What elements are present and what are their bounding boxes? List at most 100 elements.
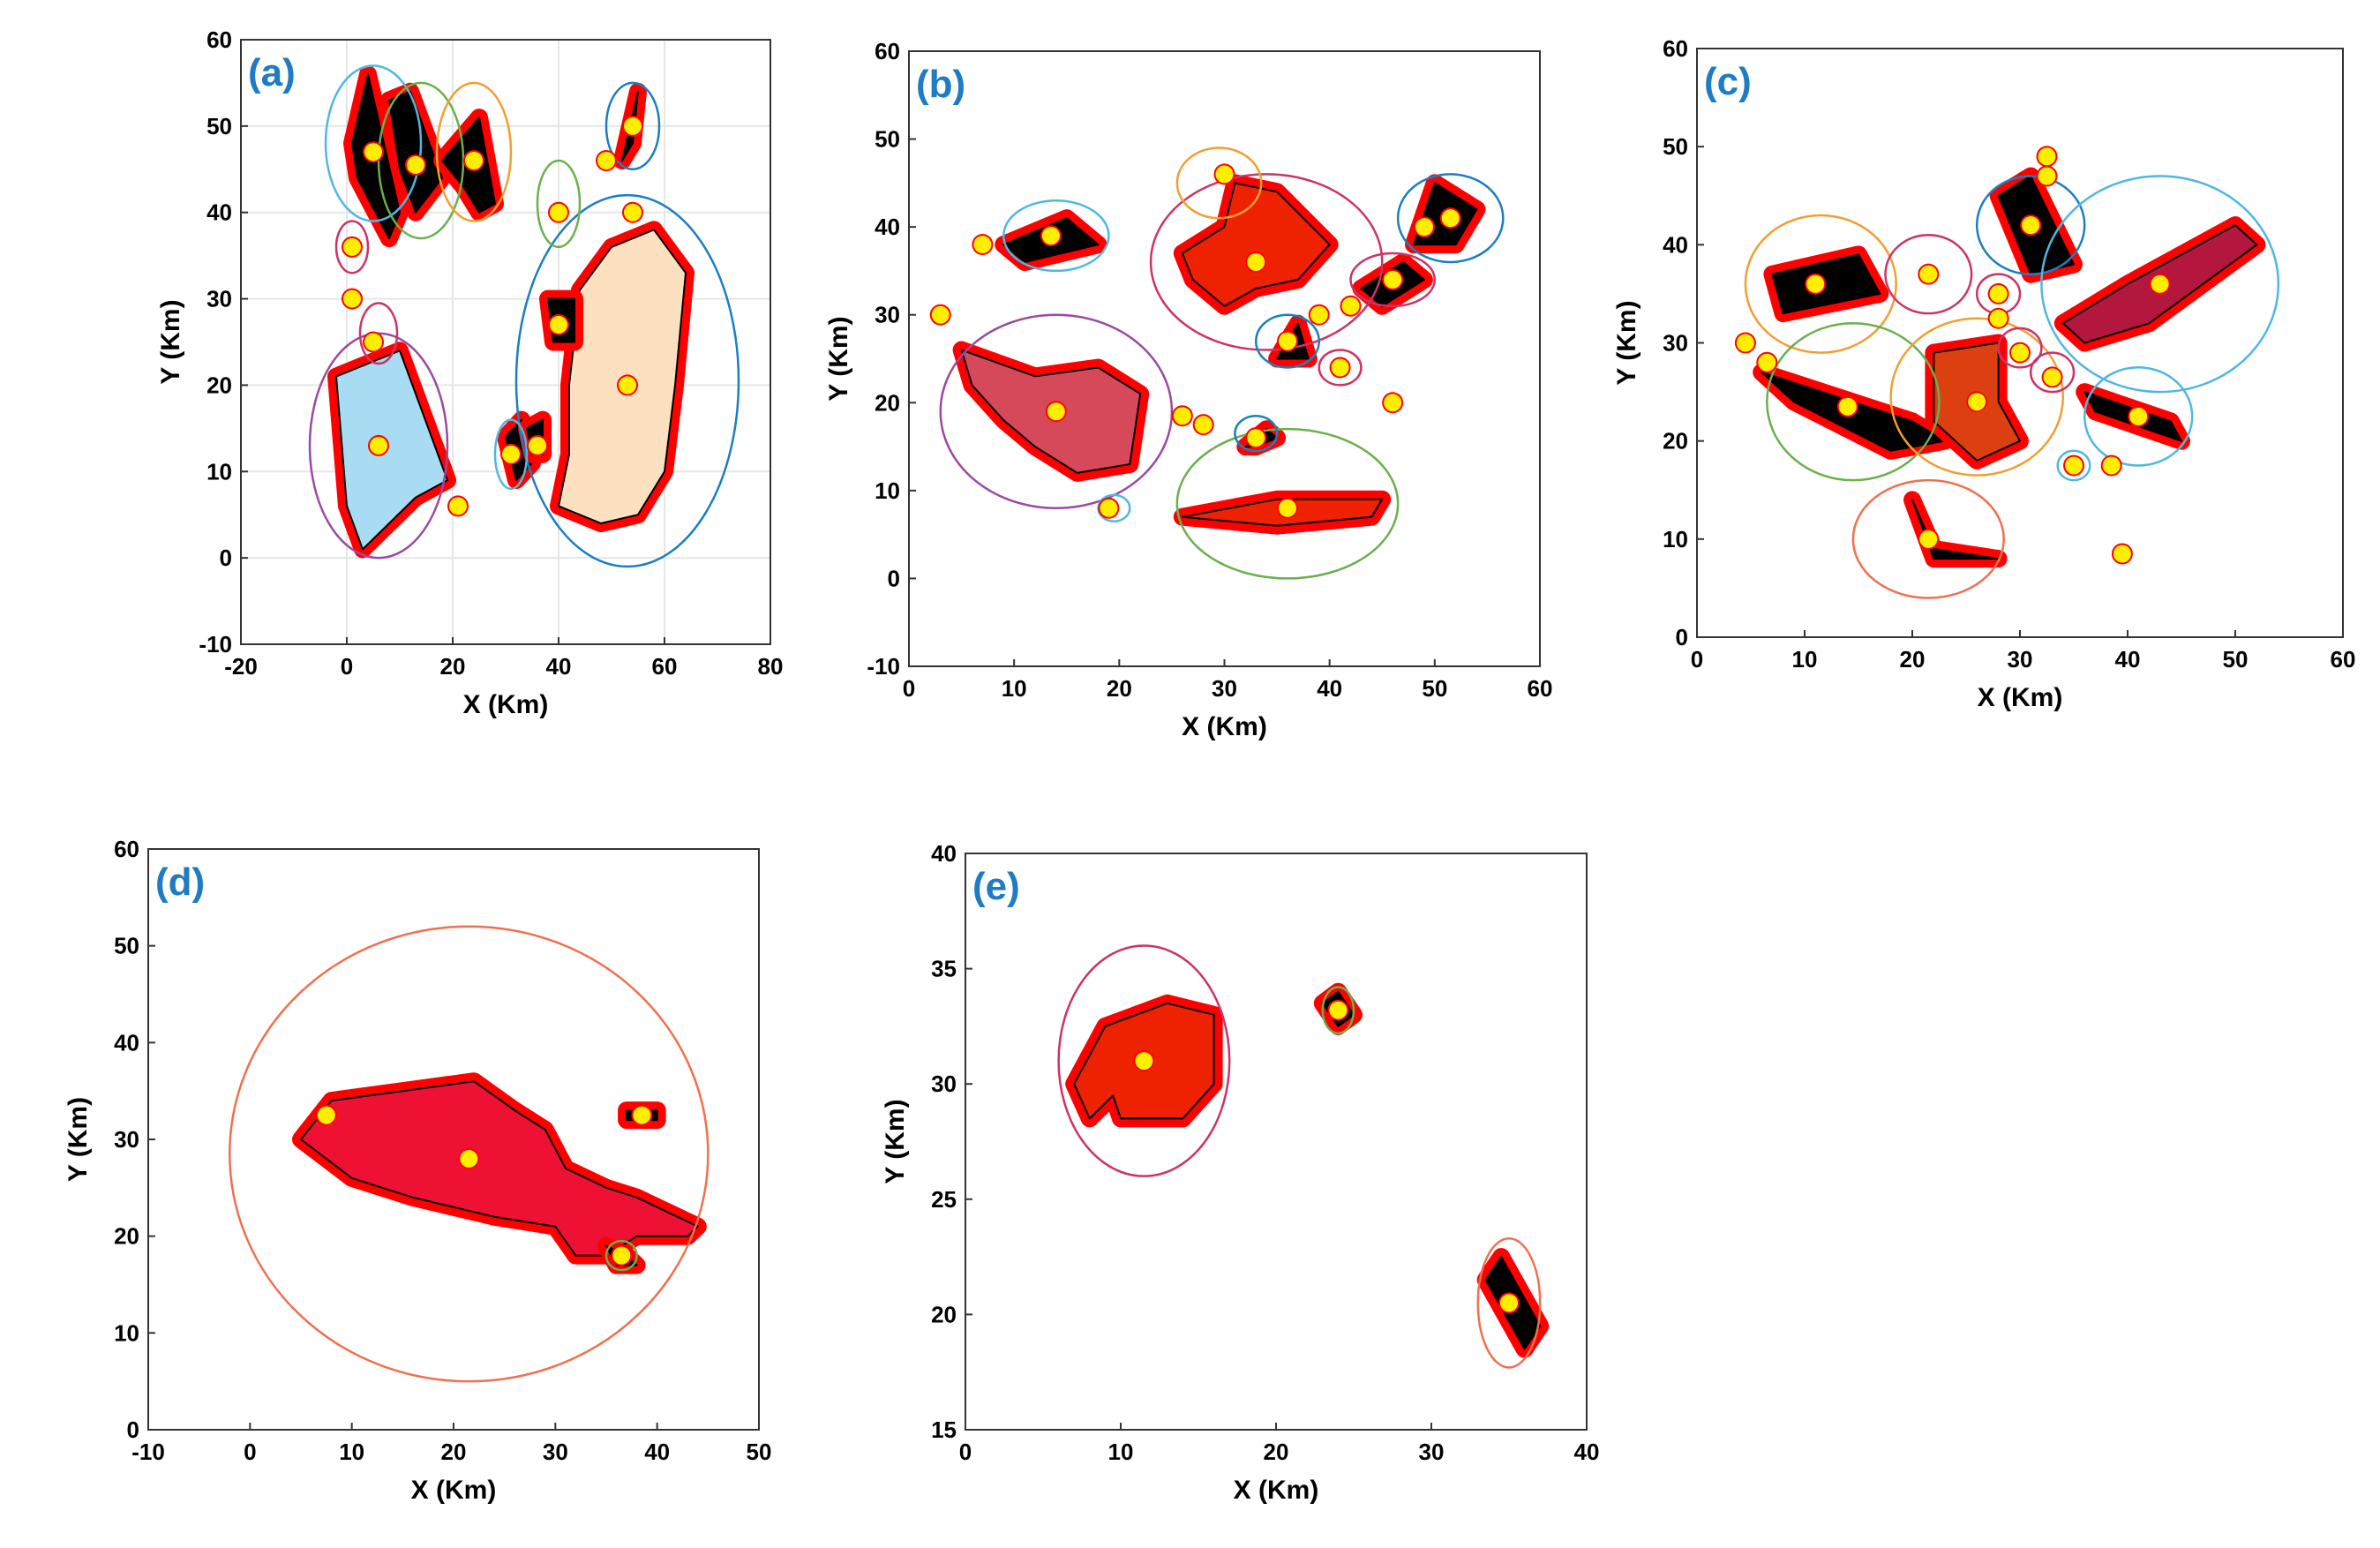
x-tick-label: 40 [1574, 1439, 1600, 1465]
data-layer [308, 64, 740, 568]
cluster-ellipse [1476, 1236, 1542, 1369]
x-tick-label: 30 [1419, 1439, 1445, 1465]
y-tick-label: 0 [888, 565, 900, 591]
y-tick-label: 30 [206, 286, 232, 312]
centroid-point [2043, 368, 2061, 387]
centroid-point [550, 315, 567, 334]
cluster-ellipse [1057, 944, 1231, 1177]
cluster-ellipse [1175, 147, 1263, 220]
y-axis-label: Y (Km) [824, 316, 853, 401]
x-axis-label: X (Km) [1234, 1476, 1319, 1505]
centroid-point [1919, 530, 1938, 548]
y-tick-label: 50 [875, 126, 900, 153]
cluster-ellipse [536, 159, 582, 249]
x-tick-label: 50 [747, 1439, 772, 1465]
x-tick-label: 40 [2115, 646, 2141, 673]
centroid-point [2011, 343, 2029, 362]
y-tick-label: 0 [220, 545, 232, 571]
cluster-ellipse [1255, 313, 1320, 369]
plot-area [965, 853, 1587, 1430]
centroid-point [407, 155, 424, 174]
x-tick-label: 10 [1108, 1439, 1134, 1465]
x-tick-label: 20 [440, 653, 466, 680]
centroid-point [317, 1106, 335, 1124]
centroid-point [370, 436, 387, 455]
centroid-point [343, 237, 361, 256]
centroid-point [2038, 147, 2056, 166]
centroid-point [1041, 227, 1060, 245]
x-tick-label: 50 [2223, 646, 2249, 673]
cluster-ellipse [2040, 175, 2280, 394]
centroid-point [624, 203, 642, 222]
y-tick-label: 40 [1663, 231, 1688, 258]
cluster-ellipse [1321, 986, 1355, 1034]
centroid-point [1989, 284, 2008, 303]
cluster-ellipse [334, 220, 370, 274]
y-tick-label: 10 [206, 458, 232, 485]
panel-label: (b) [916, 63, 965, 106]
cluster-ellipse [435, 81, 513, 222]
centroid-point [633, 1106, 651, 1124]
centroid-point [529, 436, 546, 455]
y-tick-label: 40 [206, 199, 232, 226]
x-tick-label: 50 [1422, 675, 1447, 702]
centroid-point [1500, 1294, 1518, 1312]
y-axis-label: Y (Km) [881, 1099, 910, 1184]
centroid-point [2129, 407, 2148, 425]
centroid-point [973, 236, 992, 254]
y-tick-label: 30 [114, 1126, 139, 1153]
panel-label: (d) [155, 860, 205, 904]
cluster-ellipse [229, 925, 709, 1383]
centroid-point [1329, 1001, 1348, 1019]
centroid-point [612, 1246, 631, 1265]
cluster-ellipse [1349, 252, 1437, 308]
centroid-point [364, 143, 382, 162]
centroid-point [1968, 393, 1986, 411]
centroid-point [1100, 499, 1118, 517]
centroid-point [1194, 416, 1213, 434]
panel-label: (a) [248, 51, 296, 94]
x-tick-label: 0 [341, 653, 353, 680]
centroid-point [1758, 353, 1776, 372]
x-axis-label: X (Km) [411, 1476, 497, 1505]
x-tick-label: 20 [1107, 675, 1132, 702]
centroid-point [597, 152, 615, 169]
centroid-point [1047, 402, 1065, 421]
y-tick-label: 30 [1663, 330, 1688, 357]
y-tick-label: 20 [875, 389, 900, 416]
x-tick-label: 10 [1792, 646, 1818, 673]
storm-region [1181, 182, 1331, 307]
centroid-point [1806, 274, 1825, 293]
cluster-ellipse [2029, 351, 2076, 394]
centroid-point [2038, 167, 2056, 185]
data-layer [1057, 944, 1550, 1369]
plot-area [909, 51, 1540, 666]
plot-frame [240, 39, 771, 645]
centroid-point [1310, 305, 1328, 324]
plot-area [241, 40, 770, 644]
x-tick-label: 40 [644, 1439, 670, 1465]
y-tick-label: 30 [875, 302, 900, 328]
storm-region [388, 90, 443, 214]
centroid-point [1441, 209, 1460, 228]
y-tick-label: 25 [931, 1186, 957, 1213]
y-tick-label: 20 [931, 1301, 957, 1327]
centroid-point [1341, 297, 1360, 315]
y-tick-label: 60 [114, 836, 139, 862]
x-tick-label: 40 [1317, 675, 1342, 702]
cluster-ellipse [1851, 478, 2005, 599]
storm-region [335, 349, 448, 551]
cluster-ellipse [604, 81, 661, 171]
centroid-point [1919, 265, 1938, 283]
y-tick-label: -10 [867, 653, 900, 680]
centroid-point [2113, 545, 2131, 563]
x-axis-label: X (Km) [1182, 712, 1267, 741]
centroid-point [1215, 165, 1234, 184]
cluster-ellipse [1744, 214, 1897, 354]
cluster-ellipse [1997, 327, 2043, 369]
centroid-point [624, 116, 642, 135]
y-tick-label: 0 [127, 1416, 139, 1443]
cluster-ellipse [939, 313, 1174, 510]
cluster-ellipse [1766, 322, 1941, 482]
